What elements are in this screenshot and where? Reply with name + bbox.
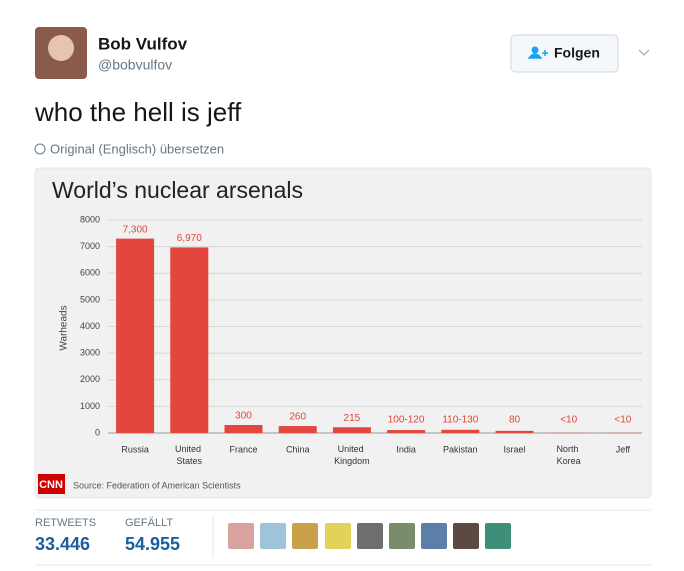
x-tick-label: China [286,444,310,454]
retweets-label: RETWEETS [35,517,96,529]
likes-label: GEFÄLLT [125,517,173,529]
tweet-text: who the hell is jeff [34,97,242,127]
follow-button[interactable] [510,34,619,73]
bar [278,426,317,433]
user-handle[interactable]: @bobvulfov [98,57,172,73]
x-tick-label: Russia [121,444,149,454]
liker-avatar[interactable] [357,523,383,549]
logo-box [38,474,65,494]
user-name[interactable]: Bob Vulfov [98,34,188,53]
x-tick-label: India [396,444,416,454]
chart-title: World’s nuclear arsenals [52,177,303,203]
translate-link[interactable]: Original (Englisch) übersetzen [50,141,224,156]
y-tick-label: 8000 [80,214,100,224]
follow-icon [531,46,539,54]
value-label: 100-120 [388,415,425,426]
value-label: <10 [614,415,631,426]
value-label: <10 [560,415,577,426]
bar [224,425,263,433]
bar [170,247,209,433]
liker-avatar[interactable] [485,523,511,549]
x-tick-label: United Kingdom [334,444,370,466]
y-axis-label: Warheads [59,305,70,350]
bar [441,429,480,433]
y-tick-label: 6000 [80,268,100,278]
liker-avatar[interactable] [228,523,254,549]
x-tick-label: France [229,444,257,454]
value-label: 80 [509,415,521,426]
menu-chevron[interactable] [638,49,650,57]
chart-source: Source: Federation of American Scientist… [73,480,241,490]
bar [495,430,534,433]
liker-avatar[interactable] [421,523,447,549]
follow-label[interactable]: Folgen [554,45,600,61]
value-label: 215 [344,413,361,424]
liker-avatar[interactable] [292,523,318,549]
y-tick-label: 3000 [80,348,100,358]
globe-icon [34,143,46,155]
likes-count[interactable]: 54.955 [125,534,180,554]
x-tick-label: Israel [503,444,525,454]
x-tick-label: Pakistan [443,444,478,454]
liker-avatars [228,523,511,549]
y-tick-label: 2000 [80,374,100,384]
value-label: 110-130 [442,415,478,426]
value-label: 6,970 [177,233,202,244]
x-tick-label: United States [175,444,204,466]
y-tick-label: 0 [95,427,100,437]
value-label: 300 [235,411,252,422]
retweets-count[interactable]: 33.446 [35,534,90,554]
liker-avatar[interactable] [260,523,286,549]
logo: CNN [39,479,63,491]
y-tick-label: 7000 [80,241,100,251]
liker-avatar[interactable] [325,523,351,549]
liker-avatar[interactable] [389,523,415,549]
value-label: 260 [289,412,306,423]
follow-icon [527,50,548,59]
x-tick-label: North Korea [556,444,581,466]
bar [116,238,155,433]
liker-avatar[interactable] [453,523,479,549]
y-tick-label: 4000 [80,321,100,331]
y-tick-label: 1000 [80,401,100,411]
avatar-face [48,35,74,61]
value-label: 7,300 [123,224,148,235]
y-tick-label: 5000 [80,294,100,304]
x-tick-label: Jeff [616,444,631,454]
bar [387,430,426,433]
bar [332,427,371,433]
